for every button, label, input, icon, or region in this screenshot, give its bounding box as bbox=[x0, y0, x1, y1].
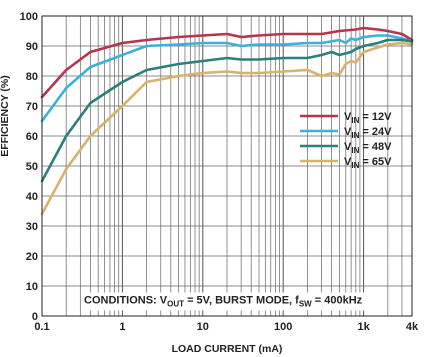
y-tick-label: 100 bbox=[20, 11, 38, 23]
y-axis-label: EFFICIENCY (%) bbox=[0, 75, 11, 156]
y-tick-label: 30 bbox=[26, 221, 38, 233]
legend-entry: VIN = 24V bbox=[344, 126, 392, 140]
legend-entry: VIN = 12V bbox=[344, 111, 392, 125]
x-tick-label: 0.1 bbox=[34, 321, 49, 333]
conditions-annotation: CONDITIONS: VOUT = 5V, BURST MODE, fSW =… bbox=[81, 292, 366, 311]
y-tick-labels: 0 10 20 30 40 50 60 70 80 90 100 bbox=[20, 11, 38, 323]
y-tick-label: 10 bbox=[26, 281, 38, 293]
x-tick-label: 1 bbox=[119, 321, 125, 333]
y-tick-label: 50 bbox=[26, 161, 38, 173]
series-line bbox=[40, 41, 414, 216]
y-tick-label: 20 bbox=[26, 251, 38, 263]
conditions-background bbox=[81, 292, 366, 311]
x-tick-label: 100 bbox=[274, 321, 292, 333]
series-line bbox=[40, 26, 414, 99]
x-tick-labels: 0.1 1 10 100 1k 4k bbox=[34, 321, 419, 333]
y-tick-label: 40 bbox=[26, 191, 38, 203]
x-tick-label: 4k bbox=[406, 321, 419, 333]
y-tick-label: 90 bbox=[26, 41, 38, 53]
legend-entry: VIN = 65V bbox=[344, 156, 392, 170]
x-tick-label: 1k bbox=[357, 321, 370, 333]
y-tick-label: 0 bbox=[32, 311, 38, 323]
series-line bbox=[40, 34, 414, 123]
x-tick-label: 10 bbox=[197, 321, 209, 333]
plot-frame bbox=[41, 15, 413, 317]
x-axis-label: LOAD CURRENT (mA) bbox=[172, 343, 283, 355]
series-line bbox=[40, 38, 414, 183]
legend-entry: VIN = 48V bbox=[344, 141, 392, 155]
conditions-text: CONDITIONS: VOUT = 5V, BURST MODE, fSW =… bbox=[84, 295, 363, 309]
series-layer bbox=[40, 26, 414, 216]
y-tick-label: 70 bbox=[26, 101, 38, 113]
y-tick-label: 80 bbox=[26, 71, 38, 83]
y-tick-label: 60 bbox=[26, 131, 38, 143]
